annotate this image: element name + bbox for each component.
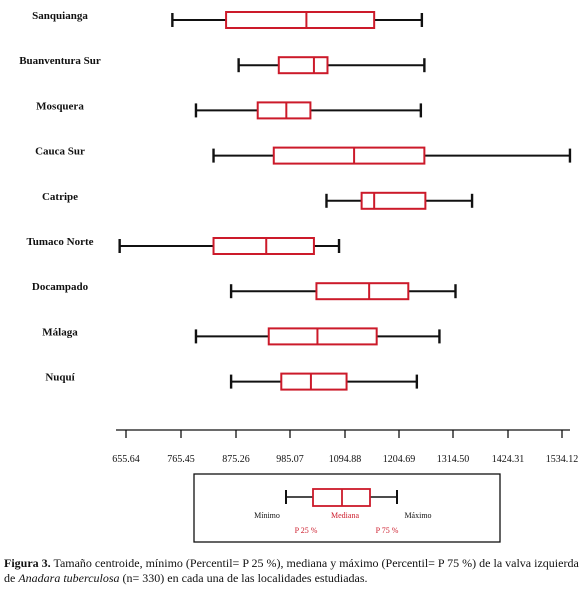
iqr-box [212,237,315,255]
iqr-box [272,146,426,165]
legend-min-label: Mínimo [254,511,280,520]
boxplot-row: Buanventura Sur [19,55,426,75]
category-label: Nuquí [45,372,75,384]
caption-text-2: (n= 330) en cada una de las localidades … [119,571,368,585]
caption-text-1: Tamaño centroide, mínimo (Percentil= P 2… [4,556,579,585]
legend: Mínimo Mediana Máximo P 25 % P 75 % [193,473,501,543]
legend-max-label: Máximo [404,511,431,520]
x-tick-label: 1424.31 [492,454,525,465]
boxplot-chart: Sanquianga Buanventura Sur Mosquera Cauca S… [19,10,579,543]
legend-p25-label: P 25 % [295,526,318,535]
x-tick-label: 1534.12 [546,454,579,465]
iqr-box [256,101,312,120]
category-label: Catripe [42,191,78,203]
category-label: Tumaco Norte [26,236,93,248]
category-label: Sanquianga [32,10,88,22]
iqr-box [315,282,410,301]
x-tick-label: 765.45 [167,454,195,465]
boxplot-row: Cauca Sur [35,146,572,165]
caption-figure-label: Figura 3. [4,556,51,570]
iqr-box [225,11,376,29]
iqr-box [360,191,427,210]
x-axis: 655.64 765.45 875.26 985.07 1094.88 1204.69 13… [112,429,579,465]
x-tick-label: 655.64 [112,454,140,465]
boxplot-rows: Sanquianga Buanventura Sur Mosquera Cauca S… [19,10,572,391]
x-tick-label: 1314.50 [437,454,470,465]
boxplot-row: Tumaco Norte [26,236,341,255]
category-label: Málaga [42,326,78,338]
category-label: Cauca Sur [35,146,85,158]
boxplot-row: Docampado [32,281,457,301]
legend-frame [193,473,501,543]
category-label: Mosquera [36,100,84,112]
figure-caption: Figura 3. Tamaño centroide, mínimo (Perc… [4,556,580,586]
caption-species: Anadara tuberculosa [18,571,120,585]
boxplot-row: Catripe [42,191,474,210]
boxplot-row: Málaga [42,326,441,346]
legend-p75-label: P 75 % [376,526,399,535]
x-tick-label: 875.26 [222,454,250,465]
boxplot-row: Sanquianga [32,10,424,29]
x-tick-label: 985.07 [276,454,304,465]
boxplot-row: Mosquera [36,100,423,120]
iqr-box [267,327,378,346]
x-tick-label: 1204.69 [383,454,416,465]
x-tick-label: 1094.88 [329,454,362,465]
legend-median-label: Mediana [331,511,359,520]
boxplot-row: Nuquí [45,372,419,391]
category-label: Docampado [32,281,89,293]
category-label: Buanventura Sur [19,55,101,67]
iqr-box [280,372,348,391]
iqr-box [277,56,329,75]
